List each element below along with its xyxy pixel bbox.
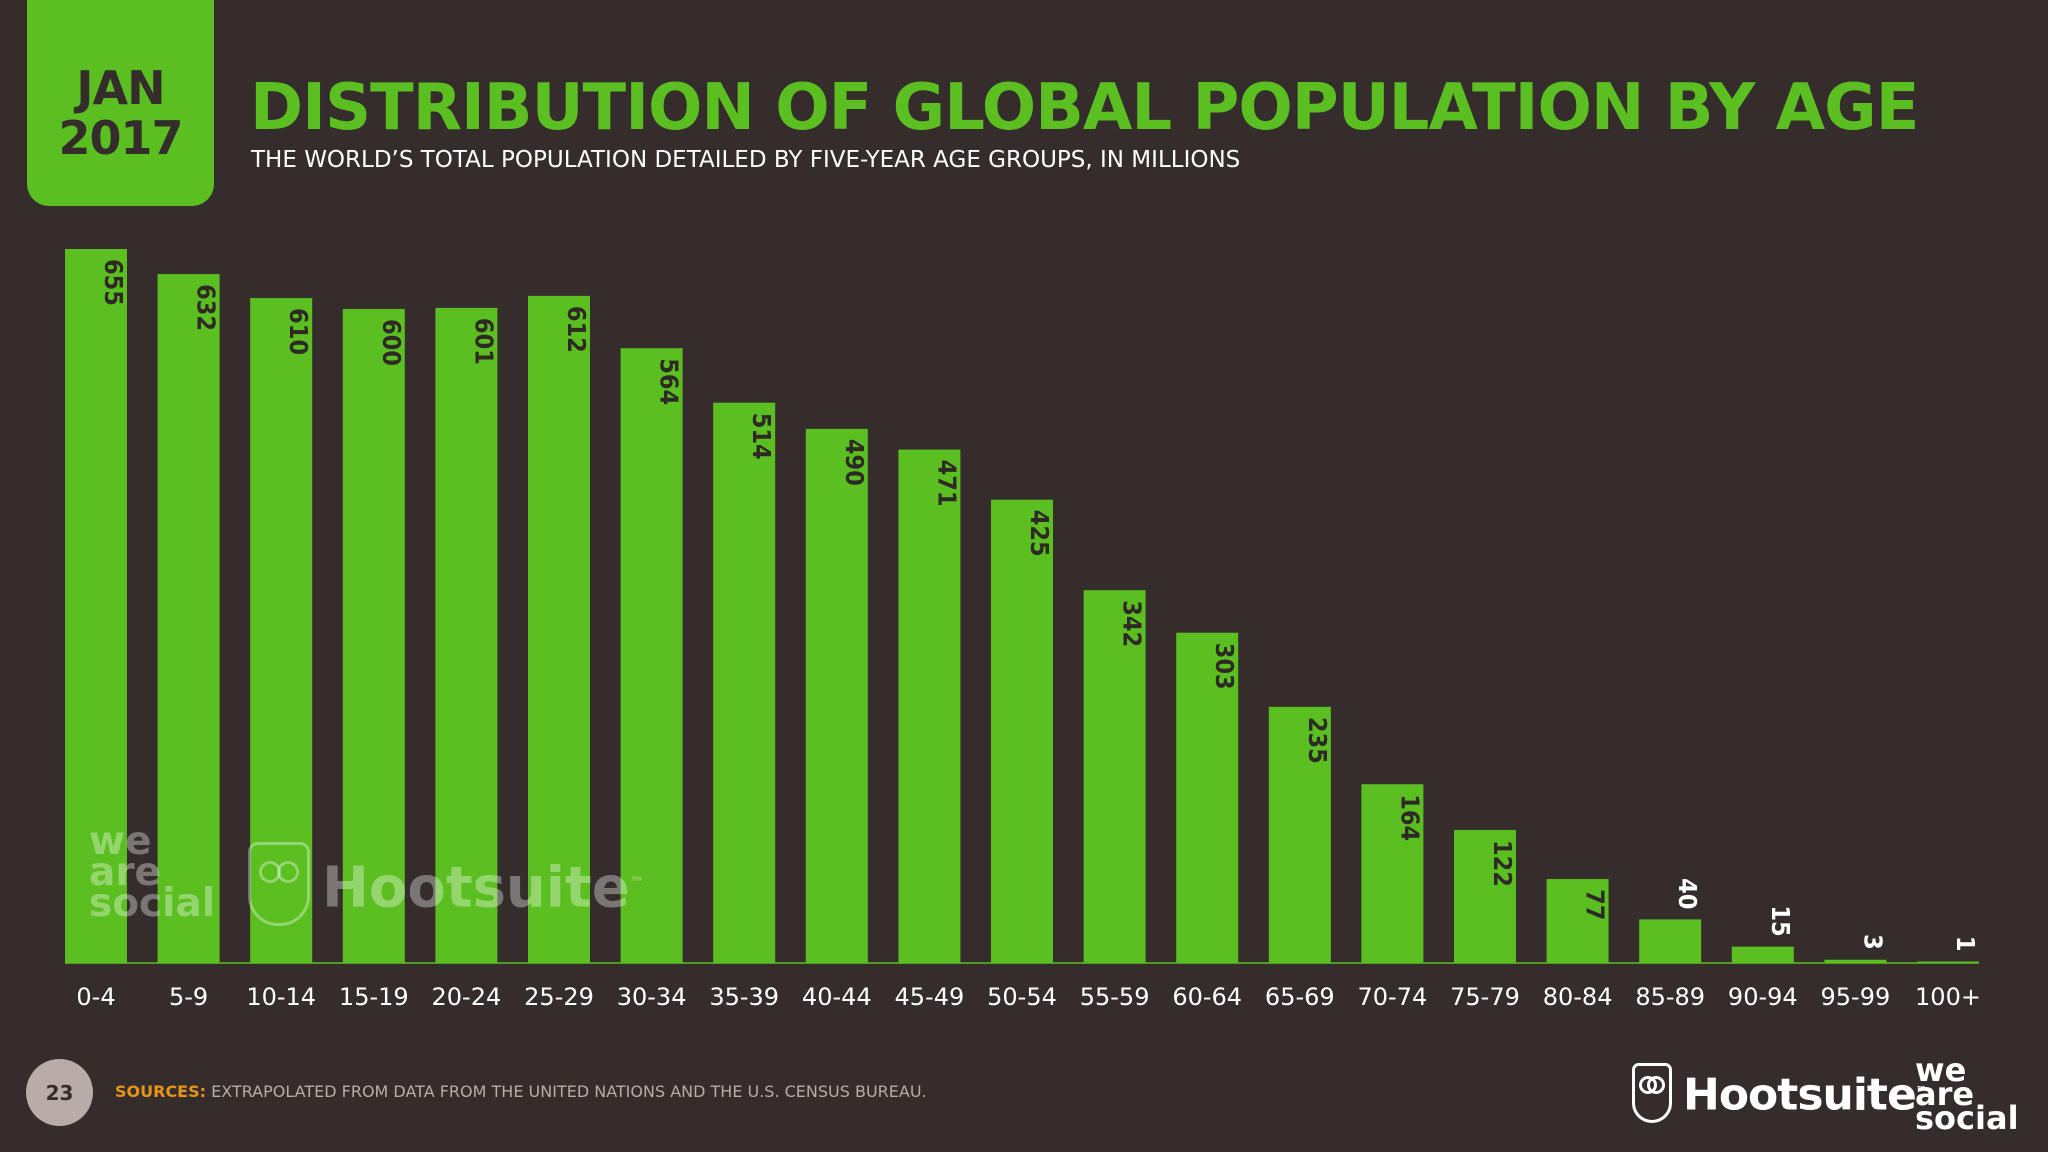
hootsuite-logo-text: Hootsuite [1683, 1069, 1917, 1121]
tick-label-10-14: 10-14 [246, 983, 316, 1011]
tick-label-95-99: 95-99 [1821, 983, 1891, 1011]
data-label-15-19: 600 [377, 319, 406, 366]
bar-90-94 [1731, 946, 1794, 963]
bar-100+ [1917, 961, 1979, 963]
tick-label-25-29: 25-29 [524, 983, 594, 1011]
bar-0-4 [65, 249, 127, 963]
tick-label-15-19: 15-19 [339, 983, 409, 1011]
bar-80-84 [1546, 879, 1609, 963]
date-month: JAN [76, 61, 165, 115]
watermark-tm: ™ [629, 875, 644, 891]
tick-label-90-94: 90-94 [1728, 983, 1798, 1011]
tick-label-65-69: 65-69 [1265, 983, 1335, 1011]
bar-20-24 [435, 307, 498, 963]
bar-35-39 [713, 402, 776, 963]
slide-number: 23 [26, 1059, 93, 1126]
tick-label-45-49: 45-49 [895, 983, 965, 1011]
sources-note: SOURCES: EXTRAPOLATED FROM DATA FROM THE… [115, 1080, 927, 1104]
data-label-55-59: 342 [1118, 600, 1147, 647]
bar-5-9 [157, 274, 220, 963]
data-label-70-74: 164 [1395, 794, 1424, 841]
tick-label-70-74: 70-74 [1358, 983, 1428, 1011]
tick-label-40-44: 40-44 [802, 983, 872, 1011]
data-label-5-9: 632 [192, 284, 221, 331]
sources-label: SOURCES: [115, 1082, 207, 1101]
bar-70-74 [1361, 784, 1424, 963]
bar-25-29 [528, 295, 590, 963]
data-label-65-69: 235 [1303, 717, 1332, 764]
tick-label-20-24: 20-24 [432, 983, 502, 1011]
watermark-we-are-social: we are social [89, 819, 216, 926]
page-subtitle: THE WORLD’S TOTAL POPULATION DETAILED BY… [251, 147, 1241, 173]
tick-label-0-4: 0-4 [76, 983, 115, 1011]
data-label-0-4: 655 [99, 259, 128, 306]
data-label-40-44: 490 [840, 439, 869, 486]
tick-label-30-34: 30-34 [617, 983, 687, 1011]
sources-text: EXTRAPOLATED FROM DATA FROM THE UNITED N… [211, 1082, 927, 1101]
bar-15-19 [342, 308, 405, 963]
bar-55-59 [1083, 590, 1146, 963]
tick-label-85-89: 85-89 [1635, 983, 1705, 1011]
data-label-60-64: 303 [1210, 643, 1239, 690]
tick-label-55-59: 55-59 [1080, 983, 1150, 1011]
data-label-75-79: 122 [1488, 840, 1517, 887]
tick-label-35-39: 35-39 [709, 983, 779, 1011]
bar-65-69 [1268, 706, 1331, 963]
data-label-100+: 1 [1951, 936, 1980, 952]
data-label-20-24: 601 [469, 318, 498, 365]
data-label-95-99: 3 [1858, 934, 1887, 950]
data-label-35-39: 514 [747, 413, 776, 460]
hootsuite-logo: Hootsuite™ [1683, 1065, 1927, 1122]
date-year: 2017 [58, 111, 183, 165]
tick-label-5-9: 5-9 [169, 983, 208, 1011]
date-badge: JAN 2017 [27, 0, 214, 206]
data-label-30-34: 564 [655, 358, 684, 405]
data-label-50-54: 425 [1025, 510, 1054, 557]
bar-60-64 [1176, 632, 1239, 963]
hootsuite-logo-tm: ™ [1915, 1084, 1927, 1097]
data-label-10-14: 610 [284, 308, 313, 355]
bar-45-49 [898, 449, 961, 963]
watermark-owl-icon [248, 842, 310, 926]
data-label-80-84: 77 [1581, 889, 1610, 920]
we-are-social-logo: we are social [1915, 1051, 2019, 1137]
bar-40-44 [805, 428, 868, 963]
tick-label-75-79: 75-79 [1450, 983, 1520, 1011]
data-label-45-49: 471 [932, 460, 961, 507]
bar-75-79 [1454, 830, 1516, 963]
tick-label-50-54: 50-54 [987, 983, 1057, 1011]
tick-label-100+: 100+ [1915, 983, 1981, 1011]
data-labels-group: 655 632 610 600 601 612 564 514 490 471 425 342 303 2… [99, 259, 1980, 952]
data-label-85-89: 40 [1673, 878, 1702, 909]
tick-label-80-84: 80-84 [1543, 983, 1613, 1011]
watermark-hootsuite-text: Hootsuite [322, 855, 630, 921]
tick-labels-group: 0-4 5-9 10-14 15-19 20-24 25-29 30-34 35-39 40-4… [76, 983, 1981, 1011]
bar-30-34 [620, 348, 683, 963]
bar-50-54 [991, 499, 1053, 963]
page-title: DISTRIBUTION OF GLOBAL POPULATION BY AGE [250, 71, 1919, 145]
bar-95-99 [1824, 959, 1887, 963]
watermark-hootsuite: Hootsuite™ [322, 850, 644, 922]
data-label-25-29: 612 [562, 306, 591, 353]
tick-label-60-64: 60-64 [1172, 983, 1242, 1011]
bar-85-89 [1639, 919, 1702, 963]
data-label-90-94: 15 [1766, 905, 1795, 936]
hootsuite-owl-icon [1632, 1063, 1672, 1123]
